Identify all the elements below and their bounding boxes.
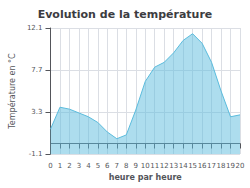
svg-text:20: 20 [236,162,245,170]
svg-text:12.1: 12.1 [27,24,43,32]
svg-text:13: 13 [169,162,178,170]
svg-text:Température en °C: Température en °C [7,53,17,130]
svg-text:8: 8 [124,162,128,170]
svg-text:0: 0 [48,162,52,170]
svg-text:7.7: 7.7 [31,66,42,74]
svg-text:5: 5 [96,162,100,170]
svg-text:4: 4 [86,162,91,170]
svg-text:1: 1 [58,162,62,170]
svg-text:7: 7 [115,162,119,170]
svg-text:3: 3 [77,162,81,170]
svg-text:heure par heure: heure par heure [109,173,183,182]
svg-text:3.3: 3.3 [31,108,42,116]
svg-text:18: 18 [217,162,226,170]
svg-text:14: 14 [179,162,188,170]
svg-text:-1.1: -1.1 [29,150,43,158]
svg-text:2: 2 [67,162,71,170]
svg-text:9: 9 [134,162,138,170]
svg-text:11: 11 [150,162,159,170]
svg-text:12: 12 [160,162,169,170]
svg-text:10: 10 [141,162,150,170]
svg-text:16: 16 [198,162,207,170]
svg-text:17: 17 [207,162,216,170]
svg-text:15: 15 [188,162,197,170]
svg-text:Evolution de la température: Evolution de la température [38,8,213,21]
svg-text:19: 19 [226,162,235,170]
svg-text:6: 6 [105,162,110,170]
